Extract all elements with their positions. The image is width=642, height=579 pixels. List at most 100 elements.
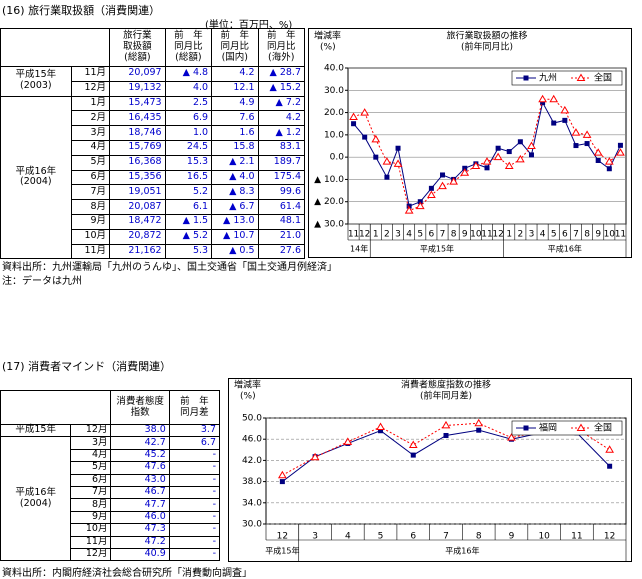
y-label: 増減率	[234, 379, 261, 391]
x-tick-label: 11	[481, 230, 492, 240]
x-tick-label: 12	[604, 532, 615, 542]
row: 3月 18,746 1.0 1.6 ▲ 1.2	[1, 125, 306, 141]
series-line	[353, 101, 621, 207]
x-tick-label: 4	[540, 230, 546, 240]
month: 1月	[70, 95, 111, 112]
unit: (単位：百万円、%)	[205, 20, 293, 31]
y-tick-label: 38.0	[242, 477, 262, 487]
x-tick-label: 12	[359, 230, 370, 240]
point	[527, 141, 536, 149]
month: 8月	[70, 199, 111, 215]
point	[449, 177, 459, 185]
cell: 6.7	[168, 436, 221, 450]
cell: 5.3	[164, 243, 213, 260]
chart-subtitle: (前年同月比)	[461, 41, 513, 53]
month: 5月	[70, 154, 111, 171]
cell: 20,097	[109, 66, 166, 82]
x-tick-label: 3	[395, 230, 401, 240]
cell: ▲ 5.2	[164, 228, 213, 245]
y-unit: (%)	[320, 43, 336, 53]
point	[382, 157, 392, 165]
point	[595, 157, 601, 163]
source: 資料出所：九州運輸局「九州のうんゆ」、国土交通省「国土交通月例経済」	[2, 262, 337, 273]
cell: ▲ 1.2	[257, 125, 306, 141]
row: 平成15年 (2003) 11月 20,097 ▲ 4.8 4.2 ▲ 28.7	[0, 66, 306, 97]
cell: ▲ 15.2	[257, 80, 306, 97]
cell: 189.7	[257, 154, 306, 171]
row: 12月 40.9-	[1, 547, 221, 562]
x-tick-label: 4	[406, 230, 412, 240]
month: 3月	[70, 436, 112, 450]
y-tick-label: 20.0	[324, 108, 344, 118]
y-tick-label: ▲ 30.0	[314, 220, 344, 230]
chart: 旅行業取扱額の推移(前年同月比) 増減率(%) ▲ 30.0 ▲ 20.0 ▲ 10.0…	[308, 28, 632, 258]
point	[528, 152, 534, 158]
month: 12月	[70, 80, 111, 97]
cell: 18,472	[109, 213, 166, 230]
y-tick-label: 30.0	[242, 520, 262, 530]
cell: 6.1	[164, 199, 213, 215]
cell: 42.7	[110, 436, 170, 450]
cell: -	[168, 498, 221, 512]
cell: ▲ 8.3	[211, 184, 259, 201]
point	[571, 128, 581, 136]
cell: ▲ 4.8	[164, 66, 213, 82]
x-group-label: 平成15年	[420, 244, 454, 254]
point	[582, 130, 592, 138]
section-title: (17) 消費者マインド（消費関連）	[2, 360, 172, 373]
cell: 1.6	[211, 125, 259, 141]
point	[471, 161, 481, 170]
cell: ▲ 13.0	[211, 213, 259, 230]
point	[360, 108, 370, 116]
cell: 4.2	[211, 66, 259, 82]
cell: -	[168, 485, 221, 500]
legend-label: 全国	[594, 72, 612, 84]
header-row: 旅行業 取扱額 (総額) 前 年 同月比 (総額) 前 年 同月比 (国内) 前 年 …	[0, 28, 306, 67]
point	[504, 161, 514, 170]
point	[428, 185, 434, 191]
cell: 15,769	[109, 139, 166, 156]
point	[607, 463, 613, 469]
point	[460, 168, 470, 176]
point	[371, 134, 381, 143]
point	[604, 157, 614, 165]
cell: 4.0	[164, 80, 213, 97]
row: 6月 15,356 16.5 ▲ 4.0 175.4	[1, 169, 306, 186]
x-tick-label: 5	[417, 230, 423, 240]
chart: 消費者態度指数の推移(前年同月差) 増減率(%) 30.0 34.0 38.0 42.0 4…	[228, 378, 632, 562]
month: 9月	[70, 510, 112, 525]
header-cell: 前 年 同月比 (海外)	[257, 28, 306, 67]
x-tick-label: 8	[584, 230, 590, 240]
x-tick-label: 6	[562, 230, 568, 240]
cell: 175.4	[257, 169, 306, 186]
x-tick-label: 5	[378, 532, 384, 542]
cell: 4.9	[211, 95, 259, 112]
cell: 19,051	[109, 184, 166, 201]
point	[404, 206, 414, 214]
x-tick-label: 12	[277, 532, 288, 542]
point	[523, 425, 529, 431]
x-tick-label: 1	[506, 230, 512, 240]
cell: 47.6	[110, 461, 170, 475]
y-tick-label: ▲ 20.0	[314, 197, 344, 207]
cell: 43.0	[110, 473, 170, 487]
header-cell: 前 年 同月差	[168, 390, 221, 425]
cell: 38.0	[110, 423, 170, 438]
point	[373, 154, 379, 160]
x-tick-label: 9	[595, 230, 601, 240]
header-cell	[0, 28, 72, 67]
cell: 46.0	[110, 510, 170, 525]
x-tick-label: 10	[538, 532, 550, 542]
point	[427, 190, 436, 199]
month: 10月	[70, 523, 112, 537]
header-cell	[70, 390, 112, 425]
x-tick-label: 6	[429, 230, 435, 240]
cell: 46.7	[110, 485, 170, 500]
cell: 21,162	[109, 243, 166, 260]
row: 4月 15,769 24.5 15.8 83.1	[1, 139, 306, 156]
legend-label: 福岡	[539, 422, 557, 434]
cell: -	[168, 535, 221, 549]
cell: -	[168, 448, 221, 463]
point	[441, 420, 451, 429]
